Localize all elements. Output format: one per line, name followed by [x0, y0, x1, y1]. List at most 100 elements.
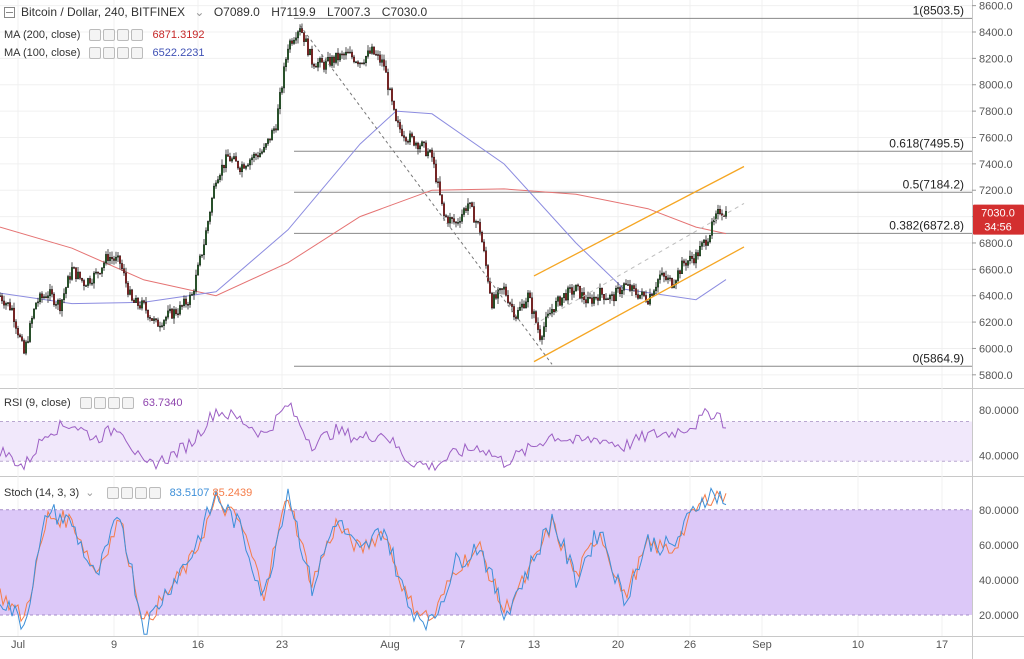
candle-body: [73, 267, 75, 269]
candle-body: [509, 302, 511, 305]
gear-icon[interactable]: [103, 29, 116, 42]
gear-icon[interactable]: [120, 487, 133, 500]
candle-body: [631, 285, 633, 291]
candle-body: [279, 92, 281, 109]
price-tag-countdown: 34:56: [984, 222, 1012, 234]
chevron-down-icon[interactable]: ⌄: [85, 487, 95, 499]
candle-body: [415, 142, 417, 146]
candle-body: [313, 64, 315, 67]
candle-body: [301, 28, 303, 33]
candle-body: [471, 202, 473, 207]
candle-body: [225, 154, 227, 169]
candle-body: [147, 310, 149, 318]
candle-body: [687, 260, 689, 266]
close-icon[interactable]: [131, 29, 144, 42]
candle-body: [651, 294, 653, 296]
rsi-tick-label: 80.0000: [979, 405, 1019, 417]
candle-body: [439, 181, 441, 195]
candle-body: [0, 295, 3, 302]
plus-icon[interactable]: [117, 47, 130, 60]
trend-dashed-line: [299, 25, 553, 365]
candle-body: [639, 294, 641, 299]
gear-icon[interactable]: [93, 397, 106, 410]
candle-body: [589, 297, 591, 299]
candle-body: [523, 303, 525, 309]
candle-body: [601, 287, 603, 295]
candle-body: [609, 295, 611, 300]
ma100-value: 6522.2231: [152, 47, 205, 59]
candle-body: [213, 185, 215, 199]
candle-body: [93, 272, 95, 284]
candle-body: [501, 288, 503, 290]
candle-body: [393, 100, 395, 110]
fib-level-label: 0.618(7495.5): [889, 136, 964, 150]
candle-body: [249, 159, 251, 166]
candle-body: [573, 290, 575, 295]
candle-body: [61, 299, 63, 312]
candle-body: [445, 215, 447, 218]
eye-icon[interactable]: [89, 47, 102, 60]
candle-body: [119, 255, 121, 264]
close-value: 7030.0: [390, 5, 428, 19]
collapse-icon[interactable]: [4, 7, 15, 19]
price-tag-value: 7030.0: [981, 208, 1015, 220]
plus-icon[interactable]: [107, 397, 120, 410]
candle-body: [641, 291, 643, 296]
candle-body: [529, 292, 531, 299]
candle-body: [475, 221, 477, 223]
candle-body: [691, 255, 693, 259]
candle-body: [575, 284, 577, 292]
eye-icon[interactable]: [106, 487, 119, 500]
candle-body: [611, 294, 613, 296]
candle-body: [281, 87, 283, 93]
candle-body: [165, 316, 167, 321]
candle-body: [487, 265, 489, 282]
close-icon[interactable]: [148, 487, 161, 500]
plus-icon[interactable]: [134, 487, 147, 500]
price-tick-label: 7800.0: [979, 106, 1013, 118]
candle-body: [179, 305, 181, 315]
eye-icon[interactable]: [79, 397, 92, 410]
candle-body: [201, 254, 203, 257]
candle-body: [317, 61, 319, 68]
candle-body: [477, 221, 479, 223]
candle-body: [351, 51, 353, 58]
candle-body: [561, 297, 563, 306]
candle-body: [157, 319, 159, 327]
open-value: 7089.0: [223, 5, 260, 19]
date-tick-label: 10: [852, 639, 864, 651]
gear-icon[interactable]: [103, 47, 116, 60]
ma100-line: [0, 110, 727, 305]
candle-body: [371, 46, 373, 54]
date-tick-label: Sep: [752, 639, 772, 651]
candle-body: [511, 303, 513, 307]
candle-body: [349, 51, 351, 54]
candle-body: [257, 155, 259, 158]
eye-icon[interactable]: [89, 29, 102, 42]
price-tag-box: [973, 204, 1024, 235]
candle-body: [555, 301, 557, 312]
candle-body: [91, 282, 93, 285]
chevron-down-icon[interactable]: ⌄: [194, 5, 205, 19]
candle-body: [451, 217, 453, 219]
candle-body: [581, 292, 583, 299]
candle-body: [653, 290, 655, 296]
candle-body: [183, 298, 185, 306]
candle-body: [81, 277, 83, 281]
candle-body: [665, 276, 667, 280]
date-tick-label: 23: [276, 639, 288, 651]
plus-icon[interactable]: [117, 29, 130, 42]
candle-body: [63, 293, 65, 300]
date-tick-label: 16: [192, 639, 204, 651]
close-icon[interactable]: [131, 47, 144, 60]
rsi-line: [0, 402, 727, 472]
candle-body: [493, 294, 495, 309]
candle-body: [425, 142, 427, 157]
candle-body: [567, 287, 569, 301]
candle-body: [181, 305, 183, 307]
candle-body: [265, 143, 267, 148]
candle-body: [383, 59, 385, 67]
price-tick-label: 6800.0: [979, 238, 1013, 250]
close-icon[interactable]: [121, 397, 134, 410]
